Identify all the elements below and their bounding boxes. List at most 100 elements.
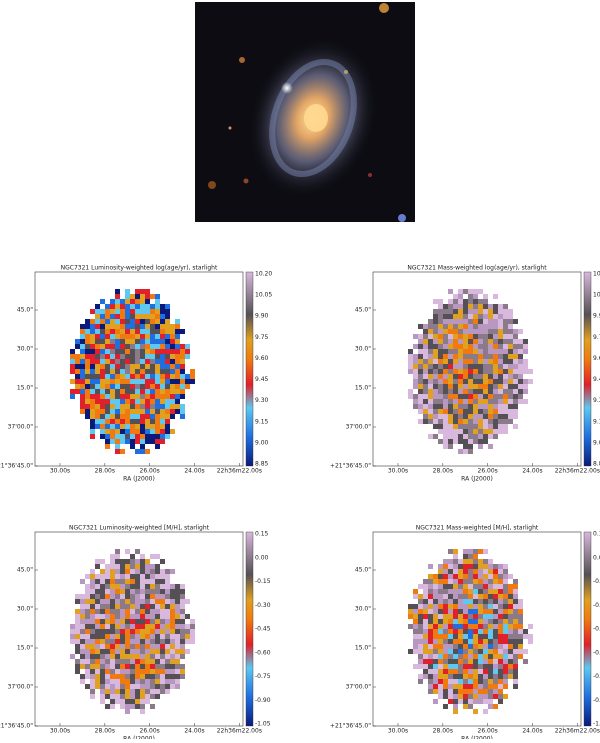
map-pixel [448,339,453,344]
map-pixel [105,569,110,574]
colorbar-tick-label: 9.45 [255,376,269,383]
map-pixel [438,689,443,694]
map-pixel [115,449,120,454]
map-pixel [503,694,508,699]
map-pixel [453,654,458,659]
map-pixel [145,594,150,599]
map-pixel [448,334,453,339]
map-pixel [160,684,165,689]
map-pixel [408,609,413,614]
map-pixel [488,689,493,694]
map-pixel [463,604,468,609]
map-pixel [483,304,488,309]
map-pixel [170,364,175,369]
map-pixel [453,634,458,639]
map-pixel [110,669,115,674]
map-pixel [458,609,463,614]
map-pixel [478,569,483,574]
map-pixel [483,329,488,334]
map-pixel [463,609,468,614]
map-pixel [145,339,150,344]
map-pixel [443,324,448,329]
map-pixel [175,399,180,404]
map-pixel [488,354,493,359]
map-pixel [95,309,100,314]
map-pixel [90,694,95,699]
map-pixel [503,379,508,384]
map-pixel [135,349,140,354]
map-pixel [135,364,140,369]
map-pixel [105,659,110,664]
map-pixel [160,314,165,319]
map-pixel [80,339,85,344]
map-pixel [428,644,433,649]
colorbar-tick-label: 9.15 [593,418,600,425]
map-pixel [125,589,130,594]
map-pixel [458,339,463,344]
map-pixel [518,349,523,354]
map-pixel [165,314,170,319]
map-pixel [115,369,120,374]
map-pixel [105,389,110,394]
map-pixel [160,674,165,679]
map-pixel [155,334,160,339]
map-pixel [478,429,483,434]
map-pixel [155,584,160,589]
map-pixel [165,614,170,619]
map-pixel [488,319,493,324]
map-pixel [125,289,130,294]
colorbar-tick-label: 10.05 [255,292,272,299]
map-pixel [483,649,488,654]
map-pixel [160,639,165,644]
map-pixel [135,339,140,344]
map-pixel [115,559,120,564]
map-pixel [418,614,423,619]
map-pixel [95,589,100,594]
map-pixel [478,344,483,349]
map-pixel [145,399,150,404]
map-pixel [458,679,463,684]
map-pixel [150,379,155,384]
map-pixel [498,694,503,699]
map-pixel [90,384,95,389]
map-pixel [518,384,523,389]
map-pixel [90,684,95,689]
map-pixel [468,304,473,309]
map-pixel [180,614,185,619]
map-pixel [443,589,448,594]
map-pixel [80,404,85,409]
colorbar-tick-label: 9.00 [593,439,600,446]
map-pixel [160,374,165,379]
map-pixel [165,599,170,604]
map-pixel [503,359,508,364]
map-pixel [160,604,165,609]
map-pixel [145,304,150,309]
map-pixel [458,294,463,299]
map-pixel [80,614,85,619]
map-pixel [120,699,125,704]
map-pixel [95,364,100,369]
map-pixel [503,624,508,629]
map-pixel [180,624,185,629]
map-pixel [85,344,90,349]
map-pixel [120,624,125,629]
map-pixel [115,564,120,569]
map-pixel [105,594,110,599]
map-pixel [140,389,145,394]
map-pixel [428,679,433,684]
map-pixel [433,349,438,354]
map-pixel [448,614,453,619]
map-pixel [85,374,90,379]
map-pixel [428,374,433,379]
colorbar-tick-label: 0.15 [255,531,269,538]
map-pixel [478,314,483,319]
map-pixel [473,689,478,694]
map-pixel [468,564,473,569]
map-pixel [80,334,85,339]
map-pixel [105,614,110,619]
map-pixel [90,609,95,614]
map-pixel [135,299,140,304]
x-tick-label: 22h36m22.00s [217,728,262,735]
map-pixel [463,449,468,454]
map-pixel [488,559,493,564]
